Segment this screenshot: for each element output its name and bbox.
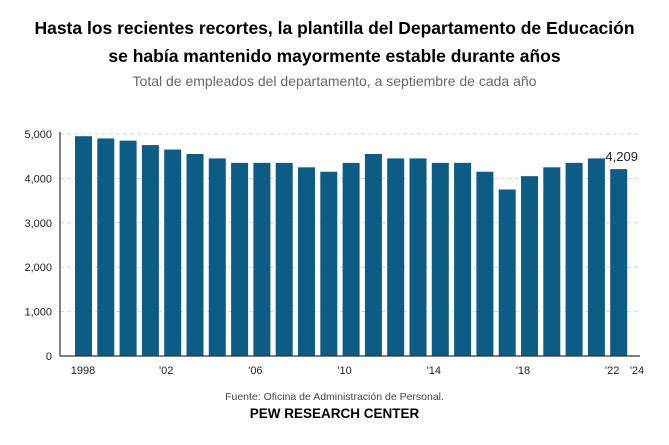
y-tick-label: 0 [46, 351, 52, 363]
x-tick-label: '10 [337, 365, 351, 377]
y-tick-label: 5,000 [24, 129, 52, 141]
bar-2004 [208, 158, 226, 356]
bar-2013 [409, 158, 427, 356]
bar-1998 [75, 136, 92, 356]
annotations: 4,209 [605, 149, 638, 164]
bar-2005 [231, 162, 249, 356]
y-axis: 0 1,000 2,000 3,000 4,000 5,000 [24, 129, 61, 363]
bar-2018 [521, 176, 538, 356]
chart-title-line-2: se había mantenido mayormente estable du… [108, 46, 561, 66]
y-tick-label: 3,000 [24, 218, 52, 230]
bar-2016 [476, 171, 494, 356]
x-tick-label: '14 [427, 365, 441, 377]
x-tick-label: '06 [248, 365, 262, 377]
x-tick-label: '24 [630, 365, 644, 377]
bar-1999 [97, 138, 115, 356]
bar-2001 [141, 145, 159, 356]
bar-2007 [275, 162, 293, 356]
bar-2015 [454, 162, 472, 356]
bar-2003 [186, 153, 204, 356]
chart-subtitle: Total de empleados del departamento, a s… [132, 73, 537, 89]
bar-2008 [298, 167, 315, 356]
bar-2002 [164, 149, 182, 356]
chart-title: Hasta los recientes recortes, la plantil… [0, 14, 669, 70]
x-tick-label: '02 [159, 365, 173, 377]
bar-2021 [587, 158, 605, 356]
y-tick-label: 4,000 [24, 173, 52, 185]
source-note: Fuente: Oficina de Administración de Per… [225, 391, 444, 403]
y-tick-label: 2,000 [24, 262, 52, 274]
bar-2006 [253, 162, 271, 356]
x-axis: 1998 '02 '06 '10 '14 '18 '22 '24 [60, 355, 644, 377]
bar-2010 [342, 162, 360, 356]
bar-2017 [498, 189, 516, 356]
x-tick-label: '22 [605, 365, 619, 377]
chart-title-line-1: Hasta los recientes recortes, la plantil… [34, 18, 635, 38]
bar-2012 [387, 158, 405, 356]
bar-2014 [431, 162, 449, 356]
bar-2009 [320, 171, 338, 356]
bar-2000 [119, 140, 137, 356]
bar-2020 [565, 162, 583, 356]
y-tick-label: 1,000 [24, 307, 52, 319]
bar-2019 [543, 167, 561, 356]
x-tick-label: '18 [516, 365, 530, 377]
bar-2022 [610, 169, 628, 356]
data-label-2022: 4,209 [605, 149, 638, 164]
bars [75, 136, 628, 356]
brand-logo: PEW RESEARCH CENTER [249, 406, 420, 421]
bar-2011 [364, 153, 382, 356]
x-tick-label: 1998 [71, 365, 95, 377]
